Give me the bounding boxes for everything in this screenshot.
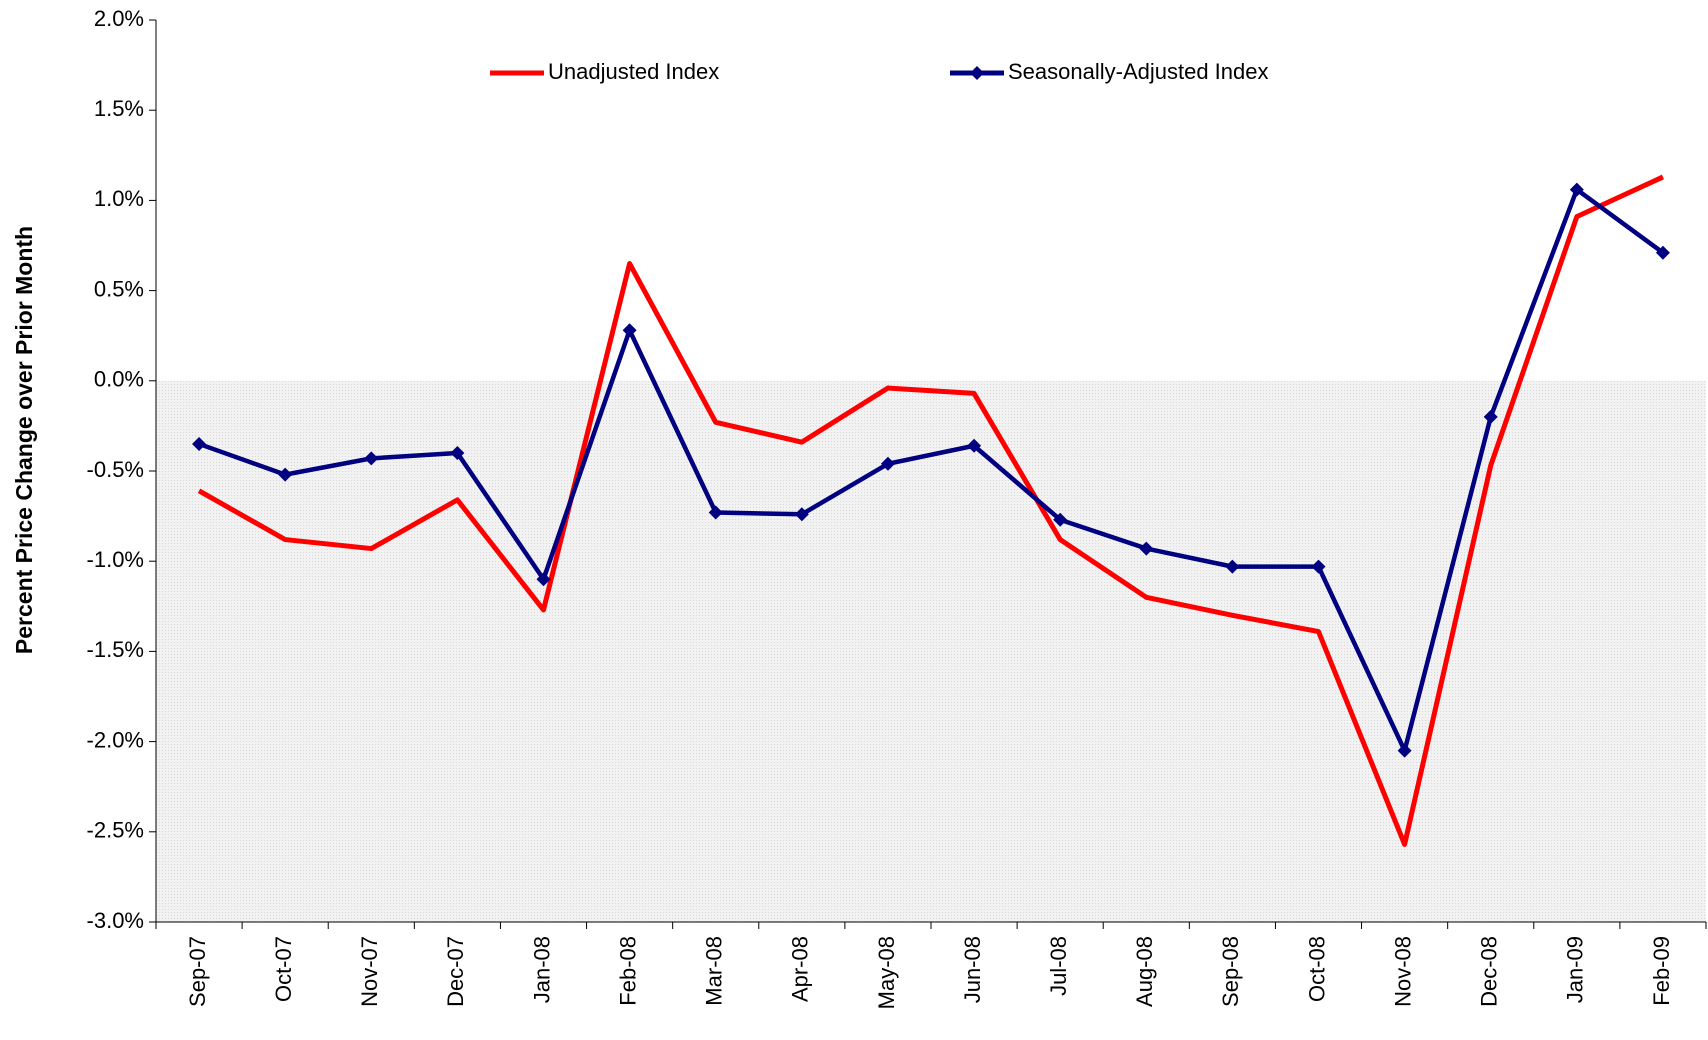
x-tick-label: Nov-07: [357, 936, 382, 1007]
marker: [1053, 512, 1068, 527]
y-tick-label: -2.5%: [87, 818, 144, 843]
legend-label: Unadjusted Index: [548, 59, 719, 84]
x-tick-label: Feb-09: [1649, 936, 1674, 1006]
marker: [536, 572, 551, 587]
y-tick-label: 1.0%: [94, 186, 144, 211]
y-tick-label: -1.0%: [87, 547, 144, 572]
marker: [708, 505, 723, 520]
x-tick-label: Jan-09: [1563, 936, 1588, 1003]
x-tick-label: Feb-08: [615, 936, 640, 1006]
marker: [967, 438, 982, 453]
x-tick-label: Aug-08: [1132, 936, 1157, 1007]
x-tick-label: Apr-08: [788, 936, 813, 1002]
x-tick-label: Sep-07: [185, 936, 210, 1007]
negative-region: [156, 380, 1706, 922]
x-tick-label: Mar-08: [702, 936, 727, 1006]
x-tick-label: Nov-08: [1390, 936, 1415, 1007]
x-tick-label: Oct-07: [271, 936, 296, 1002]
x-tick-label: Oct-08: [1304, 936, 1329, 1002]
y-tick-label: -3.0%: [87, 908, 144, 933]
x-tick-label: Jan-08: [529, 936, 554, 1003]
y-tick-label: -1.5%: [87, 637, 144, 662]
marker: [278, 467, 293, 482]
marker: [1397, 743, 1412, 758]
marker: [1483, 409, 1498, 424]
series-line: [197, 174, 1664, 847]
y-tick-label: 2.0%: [94, 6, 144, 31]
y-tick-label: -2.0%: [87, 727, 144, 752]
marker: [364, 451, 379, 466]
x-tick-label: May-08: [874, 936, 899, 1009]
marker: [622, 323, 637, 338]
marker: [1139, 541, 1154, 556]
legend-label: Seasonally-Adjusted Index: [1008, 59, 1269, 84]
series-line: [198, 187, 1665, 753]
marker: [1311, 559, 1326, 574]
x-tick-label: Sep-08: [1218, 936, 1243, 1007]
marker: [880, 456, 895, 471]
x-tick-label: Jul-08: [1046, 936, 1071, 996]
x-tick-label: Jun-08: [960, 936, 985, 1003]
marker: [192, 436, 207, 451]
marker: [450, 445, 465, 460]
y-axis-label: Percent Price Change over Prior Month: [11, 226, 37, 654]
x-tick-label: Dec-08: [1477, 936, 1502, 1007]
y-tick-label: 0.5%: [94, 276, 144, 301]
marker: [1655, 245, 1670, 260]
y-tick-label: 0.0%: [94, 367, 144, 392]
legend-marker: [970, 66, 984, 80]
y-tick-label: 1.5%: [94, 96, 144, 121]
x-tick-label: Dec-07: [443, 936, 468, 1007]
marker: [794, 507, 809, 522]
marker: [1225, 559, 1240, 574]
marker: [1569, 182, 1584, 197]
y-tick-label: -0.5%: [87, 457, 144, 482]
